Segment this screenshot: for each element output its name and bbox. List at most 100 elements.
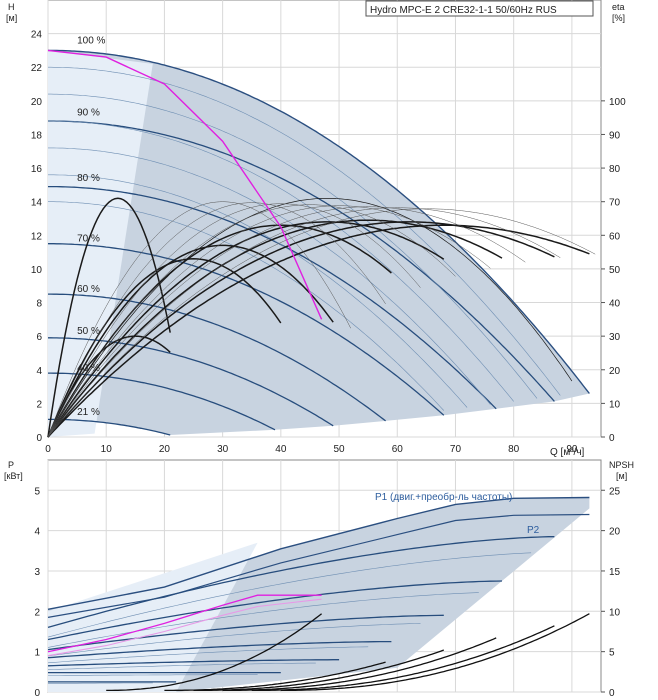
eta-tick-label: 30 <box>609 332 621 343</box>
power-axes: 0 1 2 3 4 5 0 5 10 15 20 25 <box>34 486 620 699</box>
power-curve <box>47 536 555 629</box>
power-curve-thin <box>47 662 316 670</box>
speed-label: 80 % <box>77 173 100 184</box>
system-curve <box>47 49 323 320</box>
speed-label: 60 % <box>77 284 100 295</box>
qh-curve-thin <box>48 174 468 408</box>
x-tick-label: 80 <box>508 444 520 455</box>
title-box <box>365 0 594 17</box>
power-curve <box>47 640 392 659</box>
npsh-tick-label: 25 <box>609 486 621 497</box>
qh-curve-100pct <box>48 49 590 394</box>
npsh-curve <box>280 613 590 692</box>
eta-tick-label: 90 <box>609 130 621 141</box>
eta-tick-label: 50 <box>609 265 621 276</box>
eta-tick-label: 10 <box>609 399 621 410</box>
qh-curve-70pct <box>48 243 445 416</box>
qh-speed-labels: 100 % 90 % 80 % 70 % 60 % 50 % 40 % 21 % <box>77 35 105 417</box>
eta-curve <box>47 197 573 438</box>
eta-curve-thin <box>47 202 386 438</box>
eta-tick-label: 70 <box>609 198 621 209</box>
x-tick-label: 50 <box>333 444 345 455</box>
eta-tick-label: 20 <box>609 366 621 377</box>
p2-series-label: P2 <box>527 525 540 536</box>
npsh-tick-label: 5 <box>609 648 615 659</box>
qh-curves <box>47 49 596 438</box>
eta-curve <box>47 244 334 438</box>
eta-curve <box>47 219 503 438</box>
p-tick-label: 5 <box>34 486 40 497</box>
power-region-light <box>48 542 258 692</box>
npsh-curve <box>193 649 445 692</box>
h-tick-label: 14 <box>31 198 43 209</box>
x-tick-label: 60 <box>392 444 404 455</box>
speed-label: 50 % <box>77 326 100 337</box>
h-tick-label: 16 <box>31 164 43 175</box>
eta-curve <box>47 221 555 438</box>
eta-curve-thin <box>47 201 351 438</box>
h-tick-label: 2 <box>36 399 42 410</box>
eta-curve-thin <box>47 205 491 438</box>
qh-curve-thin <box>48 93 538 399</box>
eta-curve <box>47 224 590 438</box>
speed-label: 21 % <box>77 407 100 418</box>
power-curve-thin <box>47 552 532 638</box>
eta-curve-thin <box>47 208 596 438</box>
npsh-tick-label: 0 <box>609 688 615 699</box>
h-tick-label: 24 <box>31 30 43 41</box>
eta-tick-label: 60 <box>609 231 621 242</box>
h-tick-label: 10 <box>31 265 43 276</box>
npsh-tick-label: 15 <box>609 567 621 578</box>
power-curve-thin <box>47 623 421 657</box>
npsh-axis-unit: [м] <box>616 471 627 481</box>
speed-label: 100 % <box>77 35 105 46</box>
npsh-tick-label: 10 <box>609 607 621 618</box>
chart-title: Hydro MPC-E 2 CRE32-1-1 50/60Hz RUS <box>370 5 557 16</box>
h-axis-label: H <box>8 2 15 12</box>
p1-curve <box>47 496 590 610</box>
x-tick-label: 20 <box>159 444 171 455</box>
operating-region-fill <box>48 50 590 436</box>
power-curve-thin <box>47 646 369 664</box>
x-tick-label: 70 <box>450 444 462 455</box>
qh-operating-region <box>48 50 590 438</box>
p-tick-label: 4 <box>34 527 40 538</box>
npsh-curve <box>222 637 497 692</box>
npsh-axis-label: NPSH <box>609 460 634 470</box>
speed-label: 40 % <box>77 363 100 374</box>
npsh-curve <box>251 625 555 692</box>
h-tick-label: 12 <box>31 231 43 242</box>
speed-label: 90 % <box>77 108 100 119</box>
eta-curve-thin <box>47 204 456 438</box>
power-curve-thin <box>47 592 479 648</box>
qh-axes: 0 10 20 30 40 50 60 70 80 90024681012141618202224… <box>31 30 626 455</box>
h-tick-label: 22 <box>31 63 43 74</box>
qh-curve-60pct <box>48 293 386 422</box>
eta-tick-label: 0 <box>609 433 615 444</box>
eta-curve <box>47 224 392 438</box>
eta-curve-thin <box>47 206 526 438</box>
eta-tick-label: 80 <box>609 164 621 175</box>
h-tick-label: 0 <box>36 433 42 444</box>
x-tick-label: 0 <box>45 444 51 455</box>
eta-curve-thin <box>47 207 561 438</box>
speed-label: 70 % <box>77 234 100 245</box>
qh-panel: 0 10 20 30 40 50 60 70 80 90024681012141618202224… <box>6 0 626 458</box>
p2-system-curve <box>47 598 322 657</box>
power-curve-thin <box>48 674 258 676</box>
x-tick-label: 40 <box>275 444 287 455</box>
x-tick-label: 30 <box>217 444 229 455</box>
q-axis-label-top: Q [м³/ч] <box>550 447 585 458</box>
eta-curve-thin <box>47 203 421 438</box>
p1-system-curve <box>47 594 322 653</box>
power-curve <box>47 614 444 651</box>
qh-curve-90pct <box>48 120 555 402</box>
eta-curve <box>47 197 171 438</box>
p1-series-label: P1 (двиг.+преобр-ль частоты) <box>375 491 512 503</box>
qh-curve-21pct <box>48 418 171 436</box>
power-curves <box>47 496 590 692</box>
h-tick-label: 8 <box>36 299 42 310</box>
eta-axis-unit: [%] <box>612 13 625 23</box>
x-tick-label: 90 <box>566 444 578 455</box>
